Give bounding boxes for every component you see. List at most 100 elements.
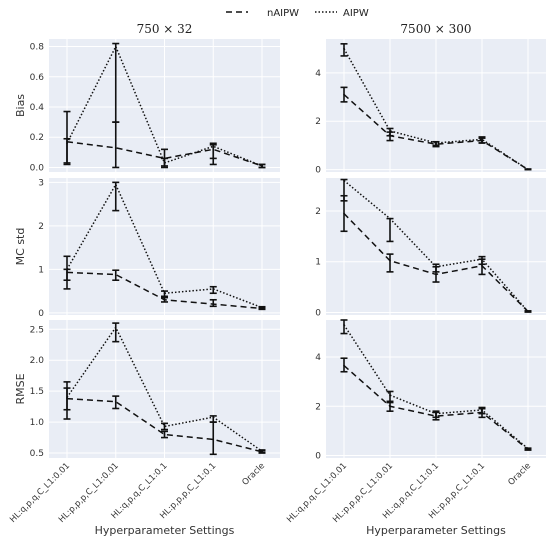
data-point — [114, 326, 117, 329]
error-bar — [209, 298, 217, 308]
legend-label-aipw: AIPW — [343, 8, 369, 19]
data-point — [163, 433, 166, 436]
error-bar — [386, 127, 394, 137]
error-bar — [63, 255, 71, 282]
axis-labels: Bias MC std RMSE Hyperparameter Settings Hyp… — [14, 94, 506, 537]
data-point — [212, 416, 215, 418]
data-point — [389, 130, 391, 132]
data-point — [389, 394, 391, 396]
series-aipw — [340, 319, 532, 451]
legend-label-naipw: nAIPW — [267, 8, 299, 19]
series-aipw — [340, 43, 532, 171]
y-tick-label: 2.5 — [30, 325, 44, 335]
data-point — [435, 142, 437, 144]
data-point — [212, 288, 215, 290]
y-tick-label: 2 — [315, 207, 321, 217]
data-point — [261, 450, 263, 452]
data-point — [527, 447, 529, 450]
error-bar — [209, 285, 217, 295]
data-point — [435, 273, 437, 276]
error-bar — [340, 357, 348, 373]
series-aipw — [63, 322, 266, 454]
chart-panels: 0.0 0.2 0.4 0.6 0.8 0 2 4 0 1 2 3 0 1 2 0.5 1.0 1.5 2.0 2.5… — [8, 39, 546, 525]
legend: nAIPW AIPW — [226, 8, 369, 19]
data-point — [66, 396, 68, 399]
data-point — [212, 303, 215, 305]
series-line-naipw — [66, 141, 263, 167]
y-tick-label: 0.8 — [30, 43, 45, 53]
series-line-aipw — [66, 325, 263, 452]
data-point — [163, 162, 166, 164]
data-point — [435, 265, 437, 268]
y-tick-label: 1.0 — [30, 418, 45, 428]
error-bar — [258, 163, 266, 169]
x-axis-label-2: Hyperparameter Settings — [366, 524, 506, 537]
error-bar — [524, 310, 532, 313]
error-bar — [112, 395, 120, 410]
error-bar — [478, 136, 486, 144]
y-tick-label: 1 — [315, 258, 321, 268]
data-point — [114, 273, 117, 276]
data-point — [481, 264, 483, 267]
data-point — [66, 268, 68, 271]
error-bar — [258, 305, 266, 310]
data-point — [481, 409, 483, 411]
y-tick-label: 2 — [38, 222, 44, 232]
error-bar — [112, 181, 120, 212]
error-bar — [112, 42, 120, 123]
data-point — [261, 306, 263, 309]
error-bar — [432, 410, 440, 419]
y-tick-label: 2.0 — [30, 356, 45, 366]
error-bar — [209, 142, 217, 166]
error-bar — [386, 253, 394, 273]
panel-bias-1: 0.0 0.2 0.4 0.6 0.8 — [30, 39, 280, 173]
data-point — [261, 165, 263, 167]
error-bar — [161, 296, 168, 303]
x-axis-label-1: Hyperparameter Settings — [95, 524, 235, 537]
x-tick-label: Oracle — [240, 461, 267, 488]
error-bar — [340, 178, 348, 202]
data-point — [527, 168, 529, 171]
error-bar — [478, 255, 486, 266]
error-bar — [161, 422, 168, 431]
error-bar — [63, 381, 71, 411]
data-point — [212, 438, 215, 441]
data-point — [343, 47, 345, 50]
data-point — [389, 259, 391, 262]
panel-mc-std-2: 0 1 2 — [315, 178, 546, 318]
column-titles: 750 × 32 7500 × 300 — [137, 22, 472, 36]
data-point — [114, 400, 117, 403]
y-tick-label: 0 — [315, 166, 321, 176]
y-tick-label: 4 — [315, 69, 321, 79]
error-bar — [340, 86, 348, 103]
error-bar — [209, 415, 217, 423]
error-bar — [161, 430, 168, 439]
error-bar — [340, 319, 348, 335]
data-point — [389, 405, 391, 408]
y-tick-label: 3 — [38, 178, 44, 188]
panel-bias-2: 0 2 4 — [315, 39, 546, 176]
error-bar — [112, 322, 120, 343]
y-tick-label: 0.4 — [30, 103, 45, 113]
series-aipw — [340, 178, 532, 313]
y-tick-label: 0.6 — [30, 73, 45, 83]
error-bar — [386, 390, 394, 403]
y-tick-label: 0 — [38, 309, 44, 319]
error-bar — [432, 140, 440, 147]
data-point — [343, 324, 345, 326]
data-point — [527, 310, 529, 313]
y-tick-label: 1 — [38, 265, 44, 275]
data-point — [212, 145, 215, 148]
row-label-bias: Bias — [14, 94, 27, 117]
data-point — [343, 179, 345, 182]
y-tick-label: 0.0 — [30, 163, 45, 173]
data-point — [343, 212, 345, 215]
y-tick-label: 0.5 — [30, 449, 44, 459]
data-point — [114, 183, 117, 186]
data-point — [343, 93, 345, 96]
column-title-1: 750 × 32 — [137, 22, 193, 36]
error-bar — [340, 43, 348, 57]
error-bar — [63, 137, 71, 164]
column-title-2: 7500 × 300 — [400, 22, 471, 36]
